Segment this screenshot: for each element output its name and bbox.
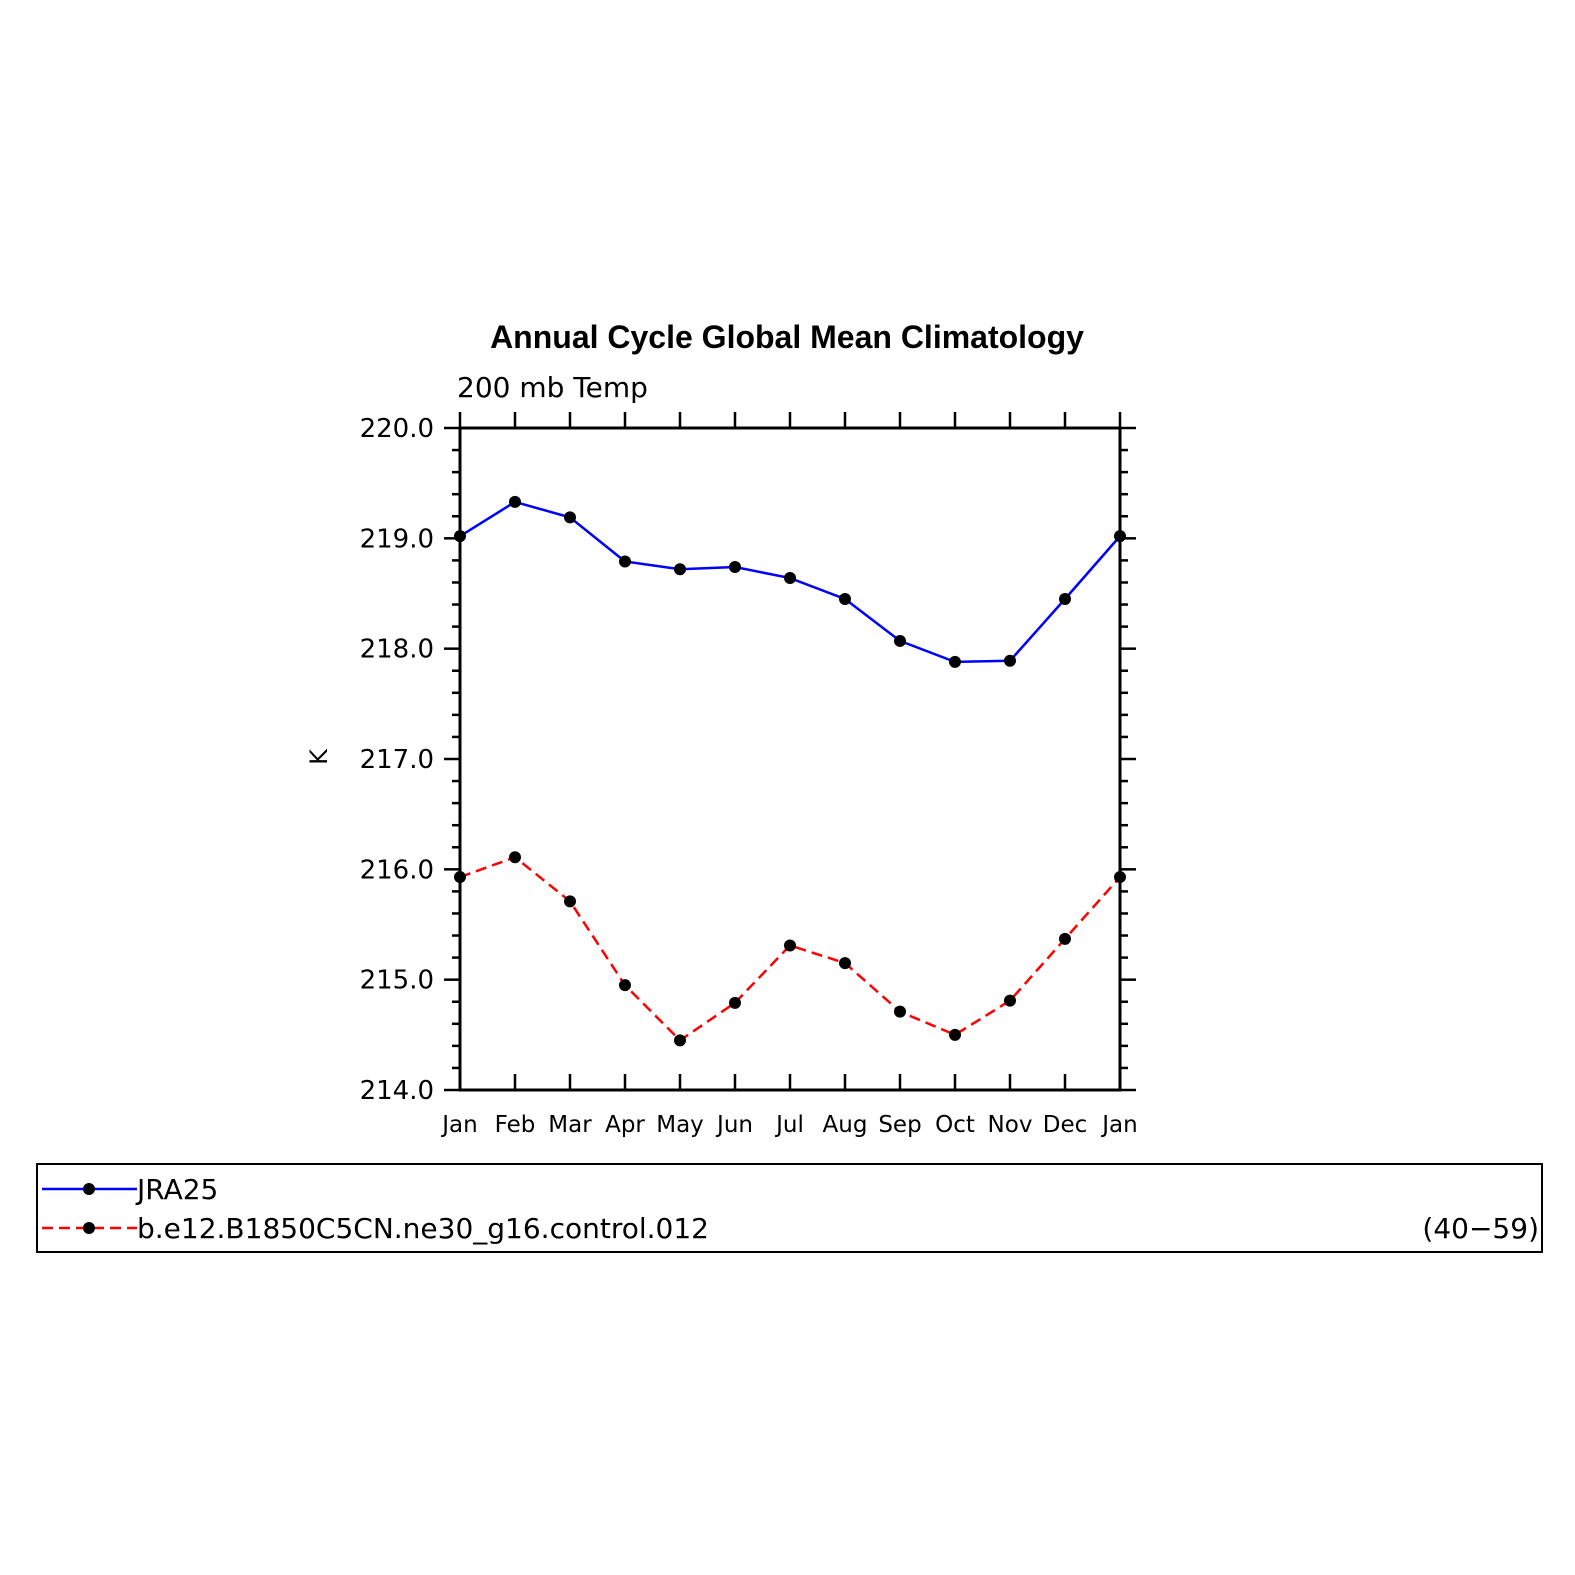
x-tick-label: Jun <box>715 1112 753 1138</box>
plot-border <box>458 426 1122 1092</box>
x-tick-label: Feb <box>495 1112 536 1138</box>
series-0-point <box>564 511 576 524</box>
series-1-point <box>784 939 796 952</box>
series-1-point <box>839 957 851 970</box>
legend: JRA25 b.e12.B1850C5CN.ne30_g16.control.01… <box>36 1163 1543 1253</box>
chart-subtitle: 200 mb Temp <box>457 371 648 404</box>
x-tick-label: Nov <box>988 1112 1033 1138</box>
series-0-point <box>729 561 741 574</box>
x-tick-label: Dec <box>1043 1112 1088 1138</box>
x-tick-label: Oct <box>935 1112 975 1138</box>
series-0-point <box>619 555 631 568</box>
x-tick-label: Apr <box>605 1112 645 1138</box>
legend-label-1: b.e12.B1850C5CN.ne30_g16.control.012 <box>137 1212 709 1245</box>
y-tick-label: 216.0 <box>360 855 434 885</box>
series-0-point <box>784 572 796 585</box>
legend-marker-0 <box>83 1183 95 1195</box>
series-1-point <box>509 851 521 864</box>
legend-label-0: JRA25 <box>135 1173 218 1206</box>
x-tick-label: Mar <box>548 1112 592 1138</box>
y-axis-label: K <box>305 748 333 765</box>
y-tick-label: 214.0 <box>360 1076 434 1106</box>
x-tick-label: Jan <box>440 1112 477 1138</box>
legend-marker-1 <box>83 1222 95 1234</box>
series-0-point <box>674 563 686 576</box>
x-tick-label: Jul <box>774 1112 804 1138</box>
y-axis: 214.0 215.0 216.0 217.0 218.0 219.0 220.0 <box>360 414 1136 1106</box>
y-tick-label: 215.0 <box>360 966 434 996</box>
plot-frame <box>458 426 1122 1092</box>
series-1-point <box>1004 994 1016 1007</box>
legend-box <box>36 1163 1543 1253</box>
series-1-point <box>454 871 466 884</box>
series-0-point <box>894 634 906 647</box>
series-0-point <box>839 593 851 606</box>
x-tick-label: May <box>656 1112 704 1138</box>
series-layer <box>454 495 1126 1047</box>
series-0-point <box>1004 654 1016 667</box>
legend-entries: JRA25 b.e12.B1850C5CN.ne30_g16.control.01… <box>42 1173 709 1245</box>
y-tick-label: 217.0 <box>360 745 434 775</box>
series-1-point <box>674 1034 686 1047</box>
series-1-point <box>1059 932 1071 945</box>
series-1-point <box>564 895 576 908</box>
x-tick-label: Jan <box>1100 1112 1137 1138</box>
series-0-point <box>1114 530 1126 543</box>
series-1-point <box>894 1005 906 1018</box>
x-tick-label: Sep <box>878 1112 921 1138</box>
series-1-point <box>949 1028 961 1041</box>
chart-title: Annual Cycle Global Mean Climatology <box>490 319 1084 355</box>
series-1-point <box>619 979 631 992</box>
series-1-point <box>729 996 741 1009</box>
series-0-point <box>454 530 466 543</box>
series-0-point <box>1059 593 1071 606</box>
x-axis: Jan Feb Mar Apr May Jun Jul Aug Sep Oct Nov Dec Jan <box>440 412 1138 1138</box>
y-tick-label: 218.0 <box>360 635 434 665</box>
y-tick-label: 219.0 <box>360 524 434 554</box>
x-tick-label: Aug <box>823 1112 868 1138</box>
legend-years-label: (40−59) <box>1422 1212 1539 1245</box>
series-0-point <box>509 495 521 508</box>
series-1-point <box>1114 871 1126 884</box>
series-0-point <box>949 655 961 668</box>
y-tick-label: 220.0 <box>360 414 434 444</box>
